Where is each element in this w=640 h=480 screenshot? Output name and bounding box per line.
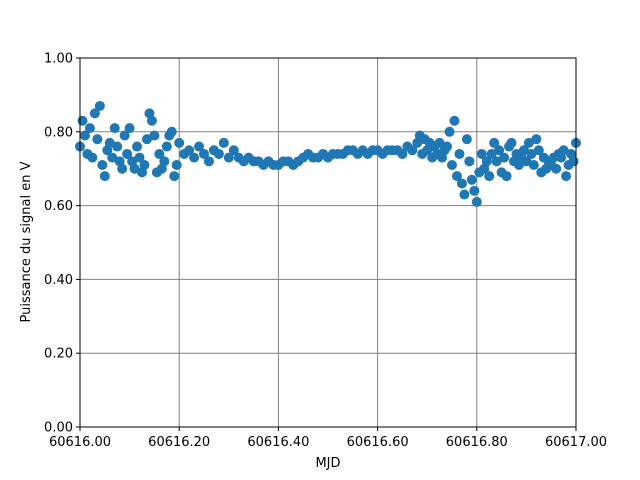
point xyxy=(454,148,465,159)
point xyxy=(228,145,239,156)
point xyxy=(119,130,130,141)
point xyxy=(486,148,497,159)
point xyxy=(533,145,544,156)
point xyxy=(506,137,517,148)
point xyxy=(132,141,143,152)
y-tick-label: 0.60 xyxy=(44,199,73,214)
point xyxy=(94,100,105,111)
point xyxy=(466,174,477,185)
point xyxy=(122,148,133,159)
point xyxy=(558,145,569,156)
x-axis-label: MJD xyxy=(315,456,340,471)
plot-frame xyxy=(79,57,577,428)
point xyxy=(154,148,165,159)
point xyxy=(89,108,100,119)
point xyxy=(194,141,205,152)
x-tick-label: 60617.00 xyxy=(545,435,607,450)
point xyxy=(87,152,98,163)
y-tick-label: 0.80 xyxy=(44,125,73,140)
point xyxy=(526,148,537,159)
point xyxy=(491,156,502,167)
point xyxy=(459,189,470,200)
point xyxy=(464,156,475,167)
point xyxy=(456,178,467,189)
point xyxy=(451,171,462,182)
point xyxy=(166,126,177,137)
point xyxy=(92,134,103,145)
point xyxy=(84,123,95,134)
point xyxy=(469,185,480,196)
x-tick-label: 60616.80 xyxy=(446,435,508,450)
point xyxy=(442,141,453,152)
point xyxy=(107,152,118,163)
point xyxy=(134,152,145,163)
point xyxy=(447,160,457,171)
point xyxy=(159,156,170,167)
point xyxy=(171,160,182,171)
point xyxy=(568,156,579,167)
point xyxy=(449,115,460,126)
point xyxy=(481,156,492,167)
point xyxy=(141,134,152,145)
y-tick-label: 0.20 xyxy=(44,347,73,362)
point xyxy=(112,141,123,152)
point xyxy=(471,196,482,207)
point xyxy=(494,145,505,156)
point xyxy=(117,163,128,174)
point xyxy=(213,148,224,159)
point xyxy=(528,160,539,171)
point xyxy=(461,134,472,145)
point xyxy=(489,137,500,148)
point xyxy=(521,156,532,167)
point xyxy=(223,152,234,163)
point xyxy=(109,123,120,134)
point xyxy=(174,137,185,148)
point xyxy=(218,137,229,148)
point xyxy=(169,171,180,182)
point xyxy=(407,145,418,156)
x-tick-label: 60616.00 xyxy=(49,435,111,450)
point xyxy=(99,171,110,182)
x-tick-label: 60616.60 xyxy=(347,435,409,450)
point xyxy=(203,156,214,167)
point xyxy=(499,152,510,163)
point xyxy=(129,163,140,174)
x-tick-label: 60616.40 xyxy=(247,435,309,450)
y-tick-label: 0.00 xyxy=(44,421,73,436)
y-tick-label: 0.40 xyxy=(44,273,73,288)
point xyxy=(199,148,209,159)
point xyxy=(484,171,495,182)
point xyxy=(124,123,135,134)
y-tick-label: 1.00 xyxy=(44,52,73,67)
point xyxy=(523,137,534,148)
point xyxy=(189,152,200,163)
point xyxy=(531,134,542,145)
point xyxy=(518,145,529,156)
point xyxy=(397,148,408,159)
point xyxy=(139,160,150,171)
point xyxy=(104,137,115,148)
point xyxy=(476,148,487,159)
point xyxy=(501,171,512,182)
point xyxy=(77,115,88,126)
point xyxy=(146,115,157,126)
y-axis-label: Puissance du signal en V xyxy=(19,161,34,322)
point xyxy=(149,130,160,141)
point xyxy=(434,137,445,148)
point xyxy=(161,141,172,152)
point xyxy=(551,163,562,174)
point xyxy=(79,130,90,141)
point xyxy=(184,145,195,156)
point xyxy=(561,171,572,182)
point xyxy=(97,160,108,171)
point xyxy=(444,126,455,137)
x-tick-label: 60616.20 xyxy=(148,435,210,450)
